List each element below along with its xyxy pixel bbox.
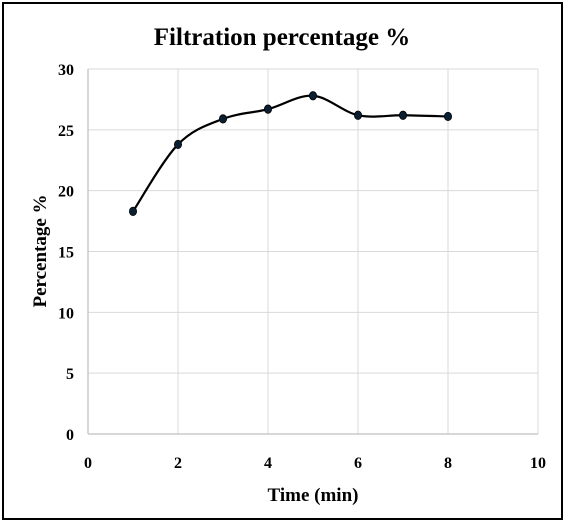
data-point bbox=[218, 114, 227, 124]
data-point bbox=[263, 104, 272, 114]
data-point bbox=[128, 206, 137, 216]
x-tick-label: 2 bbox=[174, 455, 182, 472]
y-tick-label: 10 bbox=[58, 305, 74, 322]
y-tick-label: 25 bbox=[58, 123, 74, 140]
grid-lines bbox=[88, 68, 539, 434]
x-tick-label: 10 bbox=[530, 455, 546, 472]
data-point bbox=[308, 91, 317, 101]
chart-title: Filtration percentage % bbox=[154, 24, 410, 51]
y-tick-label: 5 bbox=[66, 366, 74, 383]
y-tick-label: 20 bbox=[58, 184, 74, 201]
x-tick-label: 6 bbox=[354, 455, 362, 472]
y-tick-label: 0 bbox=[66, 427, 74, 444]
y-axis-label: Percentage % bbox=[30, 194, 51, 307]
data-point bbox=[173, 139, 182, 150]
y-tick-label: 30 bbox=[58, 62, 74, 79]
data-point bbox=[353, 110, 362, 120]
axes bbox=[87, 69, 538, 435]
data-point bbox=[398, 110, 407, 120]
y-tick-label: 15 bbox=[58, 245, 74, 262]
x-tick-label: 8 bbox=[444, 455, 452, 472]
x-axis-label: Time (min) bbox=[268, 485, 359, 506]
tick-labels: 0 5 10 15 20 25 30 0 2 4 6 8 10 bbox=[58, 62, 546, 472]
x-tick-label: 0 bbox=[84, 455, 92, 472]
data-points bbox=[128, 91, 452, 216]
data-point bbox=[443, 111, 452, 122]
x-tick-label: 4 bbox=[264, 455, 272, 472]
